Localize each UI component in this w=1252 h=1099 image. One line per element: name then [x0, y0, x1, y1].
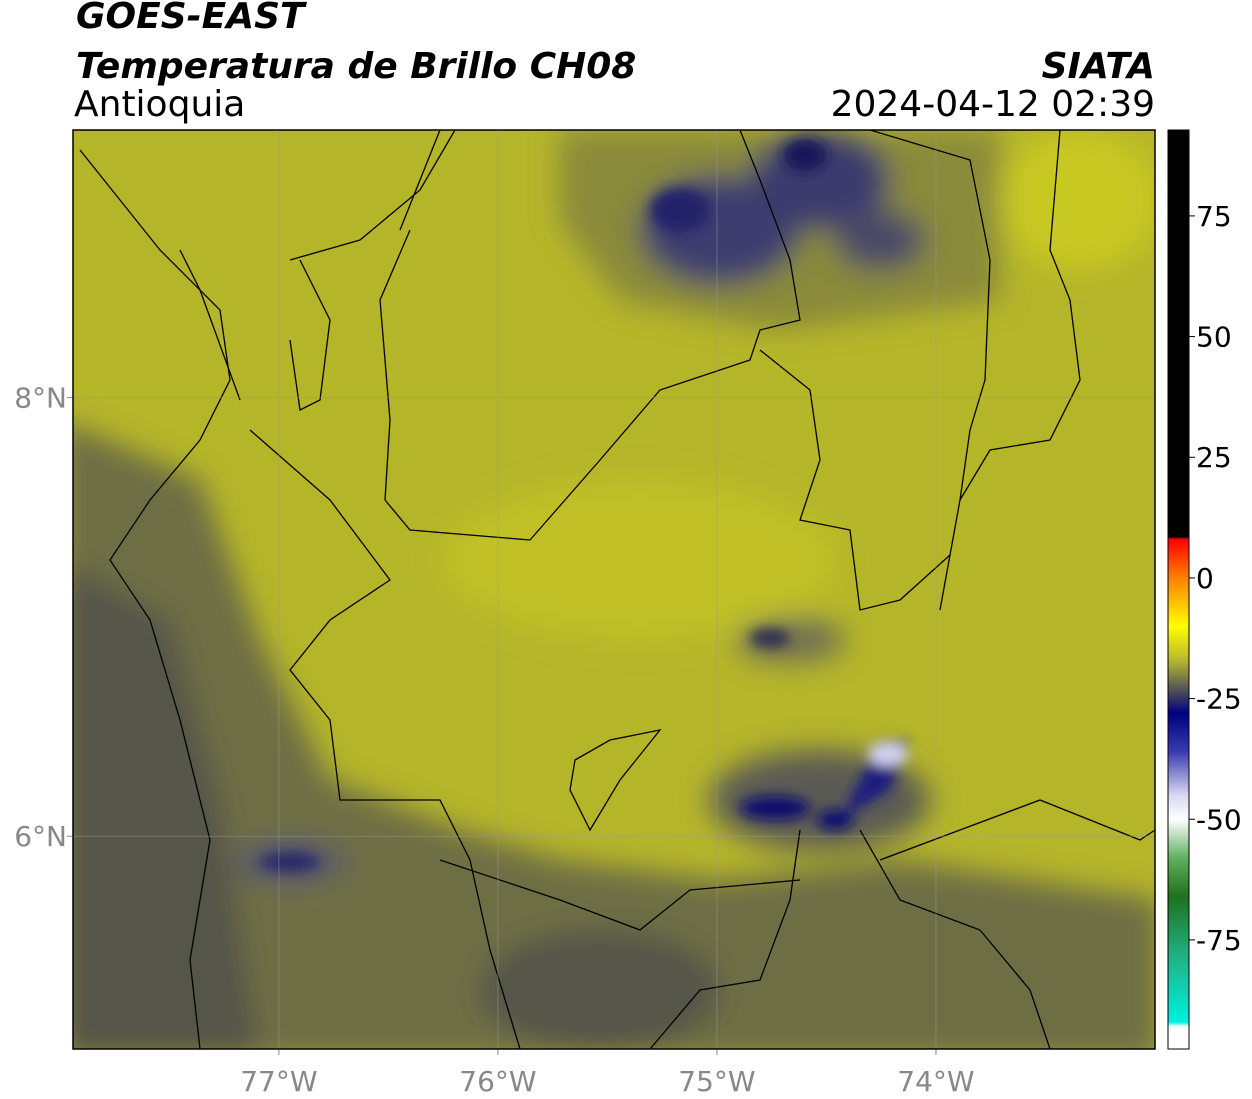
- map-frame: [72, 129, 1156, 1050]
- colorbar-tick-label: -25: [1196, 683, 1242, 716]
- source: SIATA: [1042, 46, 1155, 87]
- x-tick-label: 76°W: [459, 1065, 536, 1098]
- colorbar-tick-label: 25: [1196, 441, 1232, 474]
- colorbar-tick-label: 0: [1196, 562, 1214, 595]
- colorbar: 75 50 25 0 -25 -50 -75: [1167, 129, 1242, 1050]
- y-tick-label: 6°N: [14, 820, 67, 853]
- datetime: 2024-04-12 02:39: [831, 84, 1155, 125]
- colorbar-fill: [1167, 129, 1190, 1050]
- colorbar-tick-label: -75: [1196, 924, 1242, 957]
- colorbar-tick-label: 50: [1196, 321, 1232, 354]
- y-tick-label: 8°N: [14, 382, 67, 415]
- graticule: 77°W 76°W 75°W 74°W 8°N 6°N: [14, 130, 1155, 1098]
- product: GOES-EAST: [76, 0, 307, 37]
- title: Temperatura de Brillo CH08: [76, 46, 636, 87]
- colorbar-tick-label: -50: [1196, 803, 1242, 836]
- x-tick-label: 74°W: [897, 1065, 974, 1098]
- x-tick-label: 75°W: [678, 1065, 755, 1098]
- region: Antioquia: [74, 84, 245, 125]
- x-tick-label: 77°W: [240, 1065, 317, 1098]
- satellite-image: [73, 130, 1155, 1049]
- colorbar-tick-label: 75: [1196, 200, 1232, 233]
